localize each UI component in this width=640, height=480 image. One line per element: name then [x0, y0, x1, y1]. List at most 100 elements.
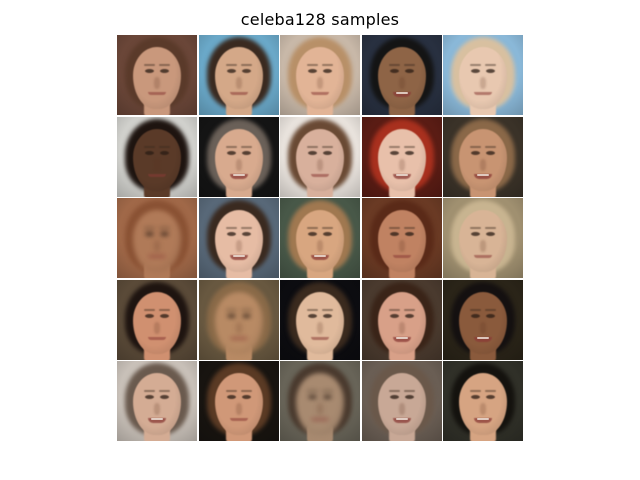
sample-eye	[323, 232, 332, 236]
sample-mouth	[392, 336, 411, 342]
sample-eye	[471, 395, 480, 399]
sample-eyebrow	[240, 64, 252, 66]
sample-nose	[235, 77, 242, 89]
sample-nose	[317, 321, 323, 334]
sample-eye	[389, 150, 399, 155]
sample-eyebrow	[144, 390, 155, 392]
sample-mouth	[474, 418, 492, 423]
sample-face	[459, 373, 507, 435]
sample-eyebrow	[240, 390, 252, 392]
sample-nose	[154, 321, 160, 334]
sample-eyebrow	[403, 145, 415, 148]
sample-eye	[486, 150, 495, 155]
sample-teeth	[395, 336, 408, 339]
sample-image	[361, 198, 442, 278]
sample-image	[443, 116, 523, 197]
sample-face	[459, 128, 507, 191]
sample-nose	[317, 403, 323, 415]
sample-nose	[480, 240, 486, 252]
sample-nose	[480, 158, 486, 171]
sample-nose	[398, 403, 405, 415]
sample-eye	[308, 313, 317, 318]
sample-eye	[160, 232, 169, 236]
sample-eyebrow	[322, 308, 333, 311]
sample-mouth	[311, 418, 329, 421]
sample-eyebrow	[225, 390, 237, 392]
sample-teeth	[477, 173, 489, 176]
sample-face	[214, 210, 263, 272]
sample-eyebrow	[403, 64, 415, 66]
sample-image	[198, 116, 279, 197]
sample-mouth	[474, 255, 492, 258]
sample-image	[443, 361, 523, 441]
sample-face	[459, 291, 507, 354]
sample-image	[117, 279, 197, 360]
sample-nose	[480, 77, 486, 89]
sample-grid	[117, 35, 523, 441]
figure-title: celeba128 samples	[240, 10, 400, 29]
sample-eye	[241, 232, 251, 236]
sample-nose	[317, 158, 323, 171]
sample-teeth	[232, 173, 245, 176]
sample-eyebrow	[322, 64, 333, 66]
sample-eye	[160, 395, 169, 399]
sample-eyebrow	[159, 308, 170, 311]
sample-image	[361, 35, 442, 115]
sample-eyebrow	[470, 64, 481, 66]
sample-image	[117, 116, 197, 197]
sample-eyebrow	[159, 145, 170, 148]
sample-eyebrow	[388, 227, 400, 229]
sample-eye	[145, 232, 154, 236]
sample-nose	[235, 158, 242, 171]
sample-face	[459, 47, 507, 109]
sample-eyebrow	[388, 64, 400, 66]
sample-mouth	[311, 336, 329, 340]
sample-eye	[145, 313, 154, 318]
sample-eye	[404, 395, 414, 399]
sample-eyebrow	[388, 145, 400, 148]
sample-eye	[241, 313, 251, 318]
sample-eyebrow	[485, 390, 496, 392]
sample-eyebrow	[240, 308, 252, 311]
sample-eyebrow	[470, 145, 481, 148]
sample-face	[214, 373, 263, 435]
sample-eye	[308, 69, 317, 73]
sample-image	[280, 279, 360, 360]
sample-eyebrow	[485, 64, 496, 66]
sample-eyebrow	[240, 227, 252, 229]
sample-face	[296, 210, 344, 272]
sample-teeth	[395, 92, 408, 94]
sample-eyebrow	[322, 227, 333, 229]
sample-eye	[226, 69, 236, 73]
sample-eye	[145, 150, 154, 155]
sample-nose	[235, 240, 242, 252]
sample-eyebrow	[159, 227, 170, 229]
sample-face	[377, 128, 426, 191]
sample-eye	[308, 150, 317, 155]
sample-nose	[398, 158, 405, 171]
sample-image	[198, 198, 279, 278]
sample-mouth	[311, 173, 329, 177]
sample-nose	[398, 77, 405, 89]
sample-eyebrow	[307, 308, 318, 311]
sample-image	[361, 116, 442, 197]
sample-eye	[241, 150, 251, 155]
sample-eyebrow	[307, 390, 318, 392]
sample-face	[133, 210, 181, 272]
sample-teeth	[395, 173, 408, 176]
sample-nose	[317, 240, 323, 252]
sample-nose	[154, 240, 160, 252]
sample-face	[133, 128, 181, 191]
sample-eyebrow	[322, 390, 333, 392]
sample-nose	[154, 403, 160, 415]
sample-eyebrow	[159, 390, 170, 392]
sample-eye	[160, 313, 169, 318]
sample-mouth	[474, 173, 492, 179]
sample-eye	[486, 313, 495, 318]
sample-face	[133, 47, 181, 109]
sample-teeth	[314, 255, 326, 257]
sample-eyebrow	[307, 64, 318, 66]
sample-teeth	[395, 418, 408, 420]
sample-image	[198, 279, 279, 360]
sample-mouth	[229, 92, 248, 95]
